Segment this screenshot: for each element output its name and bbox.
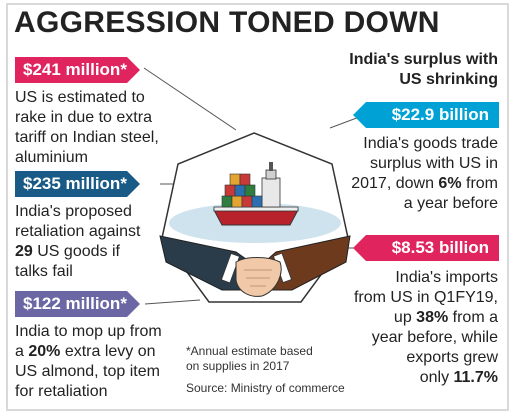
desc-8-53-billion: India's imports from US in Q1FY19, up 38… (353, 269, 498, 386)
tag-235-million: $235 million* (15, 171, 140, 197)
tag-8-53-billion: $8.53 billion (352, 235, 499, 261)
containers (221, 173, 263, 208)
tag-22-9-billion: $22.9 billion (352, 102, 499, 128)
desc-22-9-billion: India's goods trade surplus with US in 2… (351, 135, 498, 212)
desc-122-million: India to mop up from a 20% extra levy on… (15, 323, 162, 400)
tag-241-million: $241 million* (15, 57, 140, 83)
subtitle: India's surplus with US shrinking (349, 51, 498, 88)
infographic-title: AGGRESSION TONED DOWN (14, 6, 440, 39)
footnote: *Annual estimate based on supplies in 20… (186, 344, 313, 373)
handshake (235, 257, 282, 297)
tag-122-million: $122 million* (15, 291, 140, 317)
source-credit: Source: Ministry of commerce (186, 381, 345, 395)
desc-235-million: India's proposed retaliation against 29 … (15, 203, 141, 280)
ship-hull (213, 209, 299, 226)
desc-241-million: US is estimated to rake in due to extra … (15, 89, 159, 166)
